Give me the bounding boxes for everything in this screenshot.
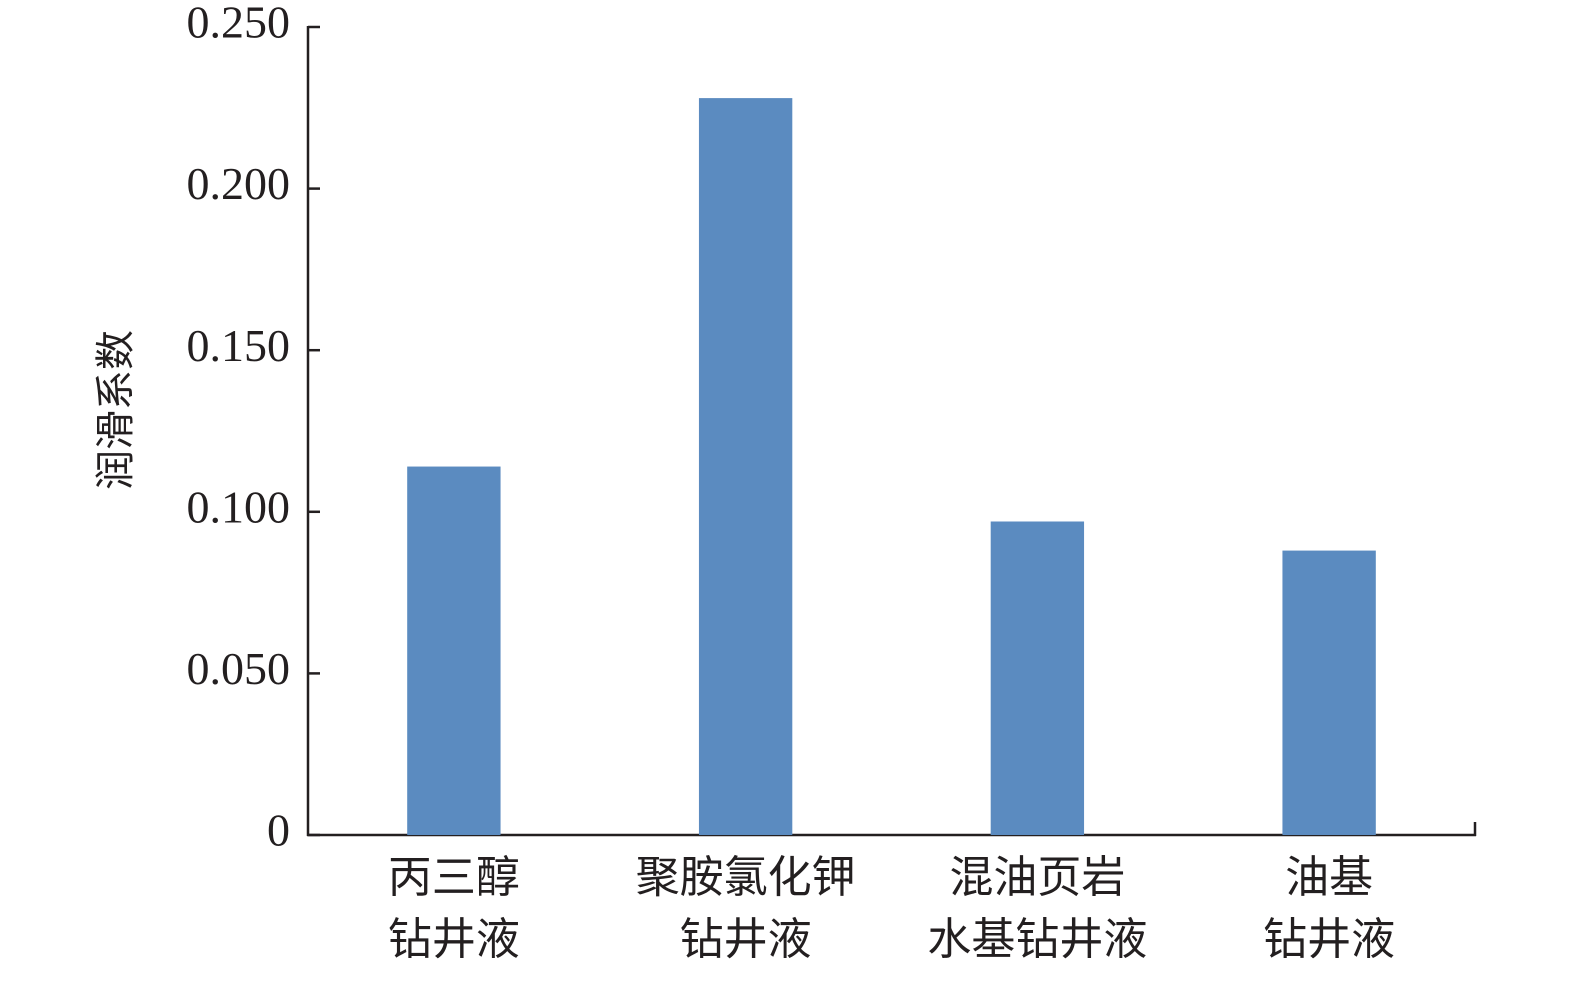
bar bbox=[698, 98, 793, 835]
x-tick-label: 水基钻井液 bbox=[927, 915, 1147, 964]
x-tick-label: 聚胺氯化钾 bbox=[636, 853, 856, 902]
y-tick-label: 0.250 bbox=[187, 0, 291, 48]
x-tick-label: 钻井液 bbox=[680, 915, 812, 964]
x-tick-label: 钻井液 bbox=[1263, 915, 1395, 964]
bar bbox=[407, 466, 501, 835]
y-tick-label: 0.200 bbox=[187, 158, 291, 209]
x-tick-label: 丙三醇 bbox=[388, 853, 520, 902]
y-axis-label: 润滑系数 bbox=[93, 330, 138, 490]
y-tick-label: 0.100 bbox=[187, 481, 291, 532]
y-tick-label: 0.050 bbox=[187, 643, 291, 694]
x-tick-label: 油基 bbox=[1285, 853, 1373, 902]
bar bbox=[990, 521, 1085, 835]
y-tick-label: 0 bbox=[267, 805, 290, 856]
x-tick-label: 混油页岩 bbox=[949, 853, 1125, 902]
bar bbox=[1282, 550, 1376, 835]
y-tick-label: 0.150 bbox=[187, 320, 291, 371]
x-tick-label: 钻井液 bbox=[388, 915, 520, 964]
